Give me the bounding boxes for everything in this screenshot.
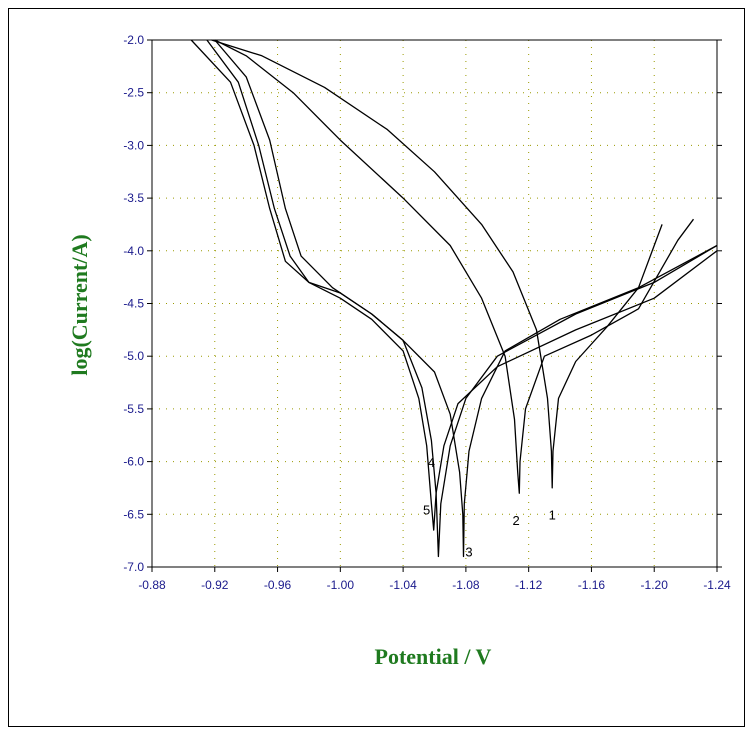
curve-3 bbox=[214, 39, 718, 558]
y-tick-label: -2.0 bbox=[123, 33, 144, 47]
x-tick-label: -0.92 bbox=[201, 578, 229, 592]
curve-4 bbox=[206, 39, 718, 558]
curve-5 bbox=[190, 39, 718, 531]
y-tick-label: -5.5 bbox=[123, 402, 144, 416]
chart: 1 2 3 4 5 -0.88 -0.92 -0.96 -1.00 -1.04 -1.08 -1.1… bbox=[67, 33, 731, 669]
x-axis-title: Potential / V bbox=[375, 644, 492, 669]
curves: 1 2 3 4 5 bbox=[190, 39, 718, 559]
curve-label-1: 1 bbox=[549, 508, 556, 523]
x-tick-label: -0.88 bbox=[138, 578, 166, 592]
curve-label-4: 4 bbox=[428, 455, 435, 470]
y-tick-label: -6.5 bbox=[123, 507, 144, 521]
y-tick-label: -4.5 bbox=[123, 297, 144, 311]
grid-lines bbox=[152, 40, 717, 567]
y-tick-label: -5.0 bbox=[123, 349, 144, 363]
y-axis-title: log(Current/A) bbox=[67, 234, 92, 375]
y-tick-label: -3.5 bbox=[123, 191, 144, 205]
curve-label-5: 5 bbox=[423, 502, 430, 517]
x-tick-label: -1.04 bbox=[389, 578, 417, 592]
x-tick-label: -1.00 bbox=[327, 578, 355, 592]
tick-labels: -0.88 -0.92 -0.96 -1.00 -1.04 -1.08 -1.12 -1.16… bbox=[123, 33, 731, 592]
y-tick-label: -2.5 bbox=[123, 86, 144, 100]
y-tick-label: -3.0 bbox=[123, 138, 144, 152]
x-tick-label: -0.96 bbox=[264, 578, 292, 592]
curve-1 bbox=[211, 39, 663, 489]
axis-ticks bbox=[147, 39, 722, 572]
y-tick-label: -4.0 bbox=[123, 244, 144, 258]
x-tick-label: -1.08 bbox=[452, 578, 480, 592]
x-tick-label: -1.20 bbox=[641, 578, 669, 592]
curve-2 bbox=[214, 39, 695, 494]
y-tick-label: -7.0 bbox=[123, 560, 144, 574]
curve-label-2: 2 bbox=[512, 513, 519, 528]
x-tick-label: -1.12 bbox=[515, 578, 543, 592]
chart-frame: 1 2 3 4 5 -0.88 -0.92 -0.96 -1.00 -1.04 -1.08 -1.1… bbox=[8, 8, 745, 727]
x-tick-label: -1.16 bbox=[578, 578, 606, 592]
curve-label-3: 3 bbox=[465, 544, 472, 559]
y-tick-label: -6.0 bbox=[123, 455, 144, 469]
x-tick-label: -1.24 bbox=[703, 578, 731, 592]
